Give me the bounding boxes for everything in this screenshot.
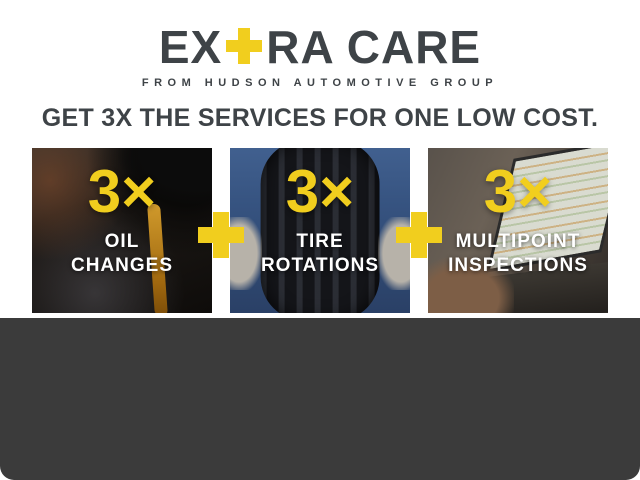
plus-icon: [198, 212, 244, 258]
inspection-label-line-1: MULTIPOINT: [455, 231, 581, 252]
logo-tagline: FROM HUDSON AUTOMOTIVE GROUP: [141, 77, 499, 89]
offer-band: $359 .95 VALUE FOR ONLY $299! * *Exclude…: [0, 318, 640, 480]
oil-change-photo: 3× OIL CHANGES: [32, 148, 212, 313]
typing-hand-shape: [428, 256, 515, 313]
multipoint-inspection-photo: 3× MULTIPOINT INSPECTIONS: [428, 148, 608, 313]
tire-multiplier: 3×: [285, 158, 355, 225]
tire-label-line-1: TIRE: [296, 231, 344, 252]
tire-shape: [260, 148, 380, 313]
multipoint-overlay: 3× MULTIPOINT INSPECTIONS: [428, 148, 608, 313]
tire-rotation-overlay: 3× TIRE ROTATIONS: [230, 148, 410, 313]
extra-care-logo: EX RA CARE FROM HUDSON AUTOMOTIVE GROUP: [0, 24, 640, 89]
oil-change-label: OIL CHANGES: [71, 230, 173, 278]
oil-multiplier: 3×: [87, 158, 157, 225]
tire-label-line-2: ROTATIONS: [260, 254, 380, 276]
logo-text-right: RA CARE: [266, 21, 482, 73]
multipoint-inspection-label: MULTIPOINT INSPECTIONS: [448, 230, 588, 278]
inspection-label-line-2: INSPECTIONS: [448, 254, 588, 276]
tire-rotation-photo: 3× TIRE ROTATIONS: [230, 148, 410, 313]
logo-text-left: EX: [158, 21, 223, 73]
tire-rotation-label: TIRE ROTATIONS: [261, 230, 379, 278]
plus-icon: [226, 28, 262, 64]
service-panels: 3× OIL CHANGES 3× TIRE ROTATIONS: [32, 148, 608, 313]
logo-wordmark: EX RA CARE: [0, 24, 640, 70]
oil-label-line-2: CHANGES: [70, 254, 173, 276]
oil-bottle-spout-shape: [116, 148, 212, 208]
inspection-multiplier: 3×: [483, 158, 553, 225]
oil-change-overlay: 3× OIL CHANGES: [32, 148, 212, 313]
headline: GET 3X THE SERVICES FOR ONE LOW COST.: [41, 104, 599, 132]
plus-icon: [396, 212, 442, 258]
oil-label-line-1: OIL: [104, 231, 140, 252]
